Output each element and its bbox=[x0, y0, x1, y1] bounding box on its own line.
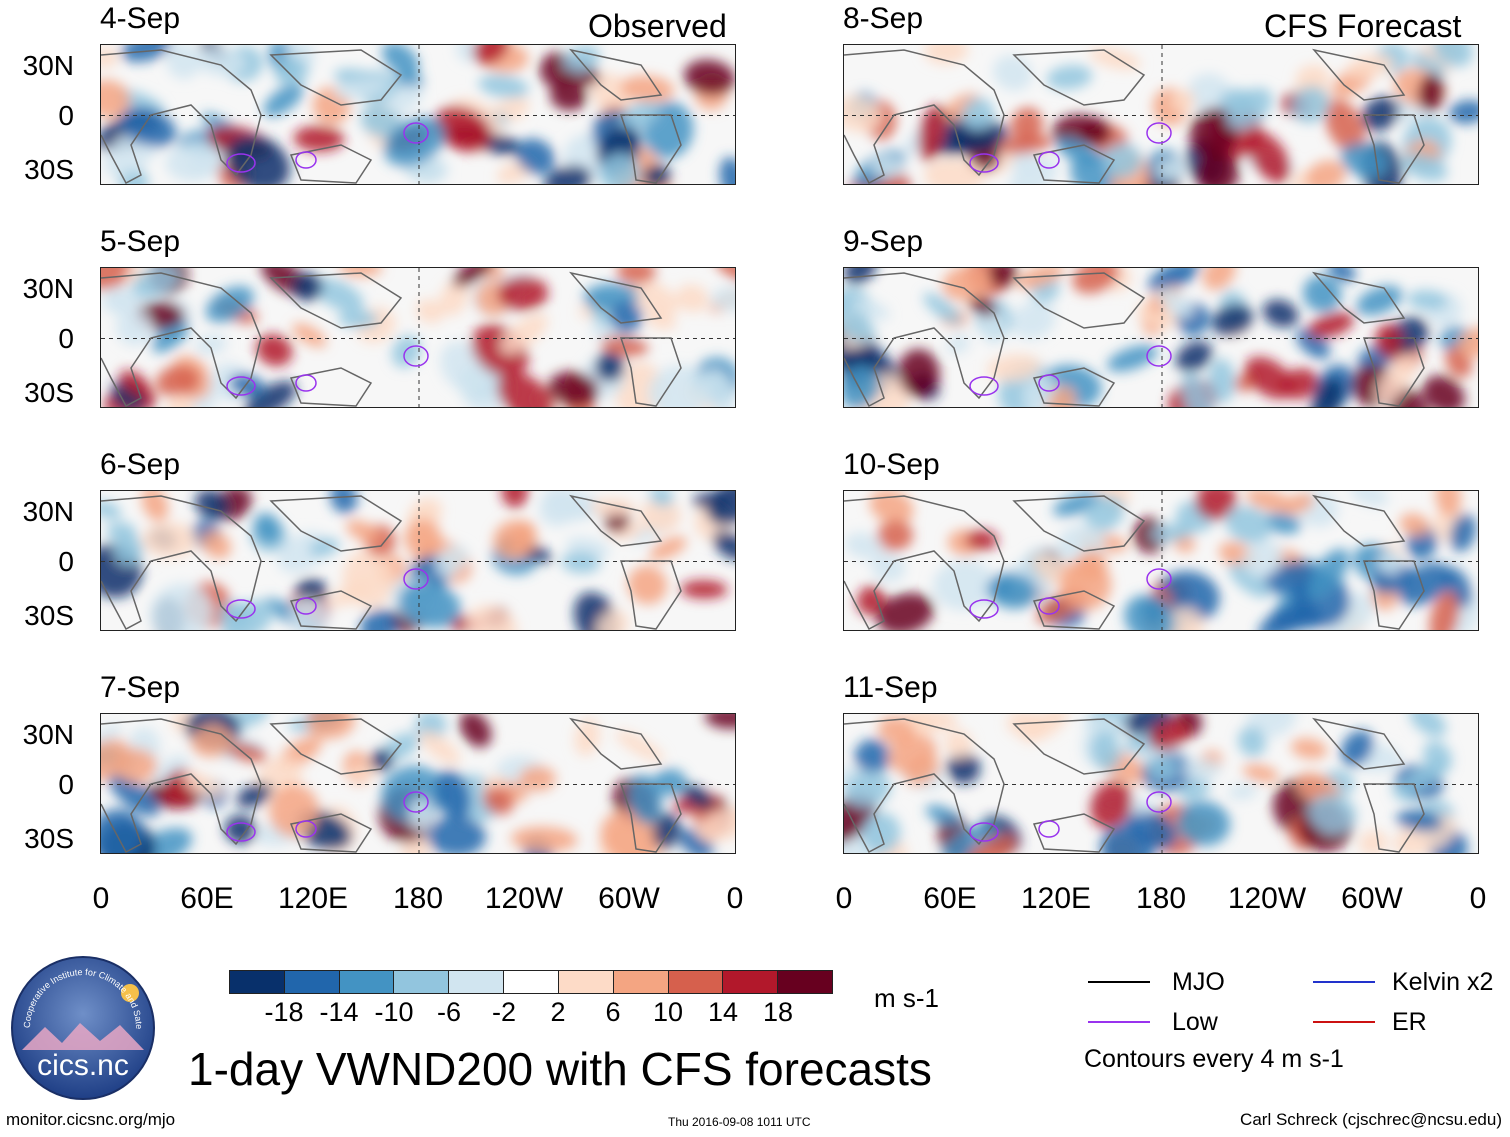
footer-timestamp: Thu 2016-09-08 1011 UTC bbox=[668, 1115, 811, 1129]
map-panel-forecast-2 bbox=[843, 267, 1479, 408]
colorbar-swatch-4 bbox=[394, 971, 450, 993]
map-panel-observed-3 bbox=[100, 490, 736, 631]
colorbar-tick-9: 14 bbox=[707, 997, 739, 1027]
colorbar-swatch-2 bbox=[284, 971, 340, 993]
legend-label-kelvin: Kelvin x2 bbox=[1392, 968, 1494, 996]
lat-label-30s: 30S bbox=[24, 823, 74, 854]
lat-label-30n: 30N bbox=[22, 50, 74, 81]
legend-contour-note: Contours every 4 m s-1 bbox=[1084, 1045, 1344, 1073]
panel-date-observed-2: 5-Sep bbox=[100, 225, 181, 258]
colorbar-swatch-8 bbox=[613, 971, 669, 993]
lon-label-60w-right: 60W bbox=[1341, 882, 1403, 915]
panel-date-forecast-2: 9-Sep bbox=[843, 225, 924, 258]
colorbar-tick-3: -10 bbox=[374, 997, 414, 1027]
lon-label-120w-right: 120W bbox=[1227, 882, 1307, 915]
colorbar-swatch-9 bbox=[668, 971, 724, 993]
colorbar-swatch-6 bbox=[504, 971, 559, 993]
lat-label-30n: 30N bbox=[22, 719, 74, 750]
colorbar-tick-8: 10 bbox=[652, 997, 684, 1027]
lon-label-180-right: 180 bbox=[1135, 882, 1187, 915]
lon-label-120w-left: 120W bbox=[484, 882, 564, 915]
panel-date-forecast-4: 11-Sep bbox=[843, 671, 938, 704]
footer-author: Carl Schreck (cjschrec@ncsu.edu) bbox=[1240, 1110, 1502, 1129]
colorbar-tick-7: 6 bbox=[605, 997, 621, 1027]
panel-date-forecast-1: 8-Sep bbox=[843, 2, 924, 35]
colorbar-swatch-7 bbox=[558, 971, 614, 993]
observed-header: Observed bbox=[588, 8, 727, 44]
lat-label-30n: 30N bbox=[22, 496, 74, 527]
colorbar-tick-1: -18 bbox=[264, 997, 304, 1027]
lon-label-60e-left: 60E bbox=[180, 882, 234, 915]
lon-label-0-right: 0 bbox=[835, 882, 853, 915]
colorbar bbox=[229, 970, 833, 994]
lat-label-30s: 30S bbox=[24, 154, 74, 185]
legend-label-low: Low bbox=[1172, 1008, 1218, 1036]
colorbar-units: m s-1 bbox=[874, 983, 939, 1013]
lat-label-30s: 30S bbox=[24, 600, 74, 631]
map-panel-observed-1 bbox=[100, 44, 736, 185]
colorbar-swatch-10 bbox=[723, 971, 779, 993]
map-panel-forecast-3 bbox=[843, 490, 1479, 631]
colorbar-tick-5: -2 bbox=[491, 997, 517, 1027]
colorbar-swatch-11 bbox=[778, 971, 832, 993]
colorbar-tick-4: -6 bbox=[436, 997, 462, 1027]
lon-label-120e-left: 120E bbox=[277, 882, 349, 915]
panel-date-observed-4: 7-Sep bbox=[100, 671, 181, 704]
lon-label-180-left: 180 bbox=[392, 882, 444, 915]
logo-text: cics.nc bbox=[37, 1049, 129, 1082]
map-panel-observed-2 bbox=[100, 267, 736, 408]
legend-line-kelvin bbox=[1313, 981, 1375, 983]
colorbar-tick-10: 18 bbox=[762, 997, 794, 1027]
panel-date-observed-3: 6-Sep bbox=[100, 448, 181, 481]
lon-label-60e-right: 60E bbox=[923, 882, 977, 915]
cics-logo: Cooperative Institute for Climate and Sa… bbox=[7, 947, 156, 1101]
map-panel-forecast-4 bbox=[843, 713, 1479, 854]
colorbar-swatch-5 bbox=[449, 971, 505, 993]
panel-date-observed-1: 4-Sep bbox=[100, 2, 181, 35]
map-panel-forecast-1 bbox=[843, 44, 1479, 185]
lon-label-60w-left: 60W bbox=[598, 882, 660, 915]
figure-title: 1-day VWND200 with CFS forecasts bbox=[188, 1043, 932, 1095]
lon-label-0-left-end: 0 bbox=[726, 882, 744, 915]
lat-label-30s: 30S bbox=[24, 377, 74, 408]
legend-label-mjo: MJO bbox=[1172, 968, 1225, 996]
legend-line-low bbox=[1088, 1021, 1150, 1023]
legend-label-er: ER bbox=[1392, 1008, 1427, 1036]
forecast-header: CFS Forecast bbox=[1264, 8, 1462, 44]
lat-label-eq: 0 bbox=[58, 769, 74, 800]
legend-line-er bbox=[1313, 1021, 1375, 1023]
colorbar-tick-6: 2 bbox=[550, 997, 566, 1027]
lat-label-eq: 0 bbox=[58, 546, 74, 577]
colorbar-tick-2: -14 bbox=[319, 997, 359, 1027]
lon-label-0-right-end: 0 bbox=[1469, 882, 1487, 915]
colorbar-swatch-3 bbox=[339, 971, 395, 993]
lat-label-eq: 0 bbox=[58, 100, 74, 131]
lat-label-30n: 30N bbox=[22, 273, 74, 304]
map-panel-observed-4 bbox=[100, 713, 736, 854]
legend-line-mjo bbox=[1088, 981, 1150, 983]
footer-url[interactable]: monitor.cicsnc.org/mjo bbox=[6, 1110, 176, 1129]
panel-date-forecast-3: 10-Sep bbox=[843, 448, 940, 481]
colorbar-swatch-1 bbox=[230, 971, 285, 993]
lon-label-120e-right: 120E bbox=[1020, 882, 1092, 915]
lat-label-eq: 0 bbox=[58, 323, 74, 354]
lon-label-0-left: 0 bbox=[92, 882, 110, 915]
